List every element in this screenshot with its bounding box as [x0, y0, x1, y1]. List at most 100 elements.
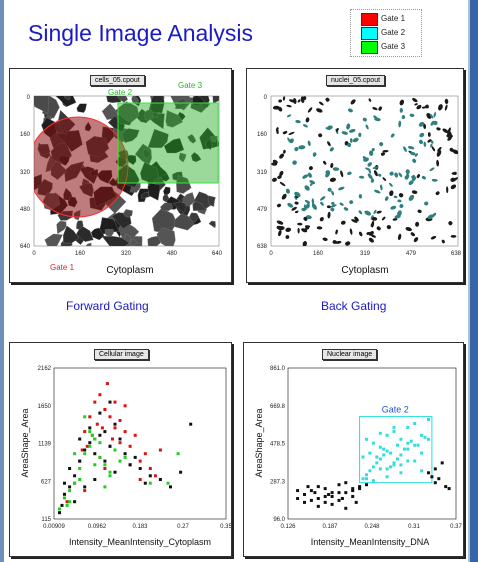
nucleus-object: [380, 152, 386, 156]
data-point: [361, 477, 365, 481]
cells-image-panel[interactable]: Gate 3 Gate 2 Gate 1 0 160 320 480 640 0…: [9, 68, 232, 283]
cell-object: [189, 212, 199, 223]
window-left-border: [0, 0, 4, 562]
nucleus-object: [447, 127, 451, 135]
x-tick-label: 160: [75, 251, 86, 257]
data-point: [389, 451, 393, 455]
nucleus-object: [343, 207, 349, 211]
nucleus-object: [341, 131, 349, 135]
x-tick-label: 480: [167, 251, 178, 257]
nucleus-object: [297, 99, 301, 103]
nucleus-object: [371, 234, 376, 238]
data-point: [433, 481, 437, 485]
nucleus-object: [410, 232, 415, 237]
y-tick-label: 480: [20, 207, 31, 213]
nuclear-scatter-plot[interactable]: 0.126 0.187 0.248 0.31 0.37 96.0 287.3 478.5 669…: [244, 343, 463, 556]
nucleus-object: [389, 190, 394, 197]
nucleus-object: [427, 132, 431, 137]
nuclei-image-plot[interactable]: 0 160 319 479 638 0 160 319 479 638 Cyto…: [247, 69, 463, 282]
data-point: [78, 478, 82, 481]
nucleus-object: [378, 106, 382, 111]
nucleus-object: [323, 160, 327, 165]
cell-object: [147, 128, 169, 148]
nucleus-object: [415, 221, 420, 227]
nucleus-object: [285, 227, 292, 232]
cellular-scatter-panel[interactable]: 0.00909 0.0962 0.183 0.27 0.35 115 627 1139 1650…: [9, 342, 232, 557]
y-tick-label: 640: [20, 244, 31, 250]
data-point: [316, 504, 320, 508]
nucleus-object: [368, 150, 374, 156]
nucleus-object: [311, 198, 315, 205]
data-point: [337, 483, 341, 487]
data-point: [83, 489, 87, 493]
nucleus-object: [279, 153, 285, 159]
nuclei-image-panel[interactable]: 0 160 319 479 638 0 160 319 479 638 Cyto…: [246, 68, 464, 283]
nucleus-object: [302, 241, 307, 246]
nucleus-object: [399, 204, 404, 208]
nucleus-object: [376, 226, 381, 231]
back-gating-caption: Back Gating: [321, 299, 387, 313]
x-tick-label: 0.00909: [43, 524, 65, 530]
data-point: [409, 439, 413, 443]
data-point: [444, 485, 448, 489]
data-point: [63, 496, 66, 500]
data-point: [420, 433, 424, 437]
cells-image-plot[interactable]: Gate 3 Gate 2 Gate 1 0 160 320 480 640 0…: [10, 69, 231, 282]
data-point: [83, 485, 87, 489]
nucleus-object: [279, 181, 286, 187]
nucleus-object: [287, 202, 294, 208]
x-tick-label: 160: [313, 251, 324, 257]
cell-object: [34, 96, 49, 114]
x-axis-label: Intensity_MeanIntensity_DNA: [311, 537, 430, 547]
data-point: [98, 411, 102, 415]
data-point: [108, 444, 112, 448]
cell-object: [192, 201, 207, 211]
nucleus-object: [408, 194, 415, 201]
cell-object: [173, 201, 187, 213]
data-point: [323, 500, 327, 504]
cell-object: [144, 110, 154, 120]
data-point: [413, 459, 417, 463]
nucleus-object: [414, 103, 418, 106]
y-axis-label: AreaShape_Area: [254, 408, 264, 477]
y-tick-label: 319: [257, 170, 268, 176]
data-point: [113, 422, 117, 426]
cellular-scatter-plot[interactable]: 0.00909 0.0962 0.183 0.27 0.35 115 627 1139 1650…: [10, 343, 232, 556]
nuclear-scatter-panel[interactable]: 0.126 0.187 0.248 0.31 0.37 96.0 287.3 478.5 669…: [243, 342, 464, 557]
x-tick-label: 0.248: [364, 524, 380, 530]
data-point: [93, 400, 97, 404]
data-point: [385, 449, 389, 453]
nucleus-object: [304, 225, 311, 228]
nucleus-object: [276, 203, 282, 208]
gate-3-rectangle[interactable]: [117, 102, 219, 184]
window-right-border[interactable]: [470, 0, 478, 562]
y-tick-label: 320: [20, 170, 31, 176]
nucleus-object: [448, 221, 453, 226]
data-point: [337, 498, 341, 502]
nucleus-object: [307, 140, 311, 147]
data-point: [306, 485, 310, 489]
data-point: [148, 474, 152, 478]
nucleus-object: [327, 141, 331, 147]
data-point: [361, 455, 365, 459]
nucleus-object: [336, 127, 339, 132]
data-point: [406, 459, 410, 463]
nucleus-object: [450, 184, 457, 190]
data-point: [406, 441, 410, 445]
gate-2-rectangle[interactable]: [359, 416, 433, 484]
data-point: [399, 471, 403, 475]
nucleus-object: [398, 172, 403, 178]
x-tick-label: 0.31: [408, 524, 420, 530]
data-point: [358, 485, 362, 489]
data-point: [65, 500, 69, 504]
page-title: Single Image Analysis: [28, 20, 254, 46]
nucleus-object: [379, 142, 384, 147]
data-point: [108, 470, 112, 474]
nucleus-object: [364, 210, 372, 216]
gate-1-swatch: [361, 13, 378, 26]
data-point: [95, 422, 99, 426]
cell-object: [205, 139, 213, 150]
nucleus-object: [329, 177, 336, 182]
gate-1-circle[interactable]: [28, 116, 129, 218]
cell-object: [187, 134, 197, 144]
